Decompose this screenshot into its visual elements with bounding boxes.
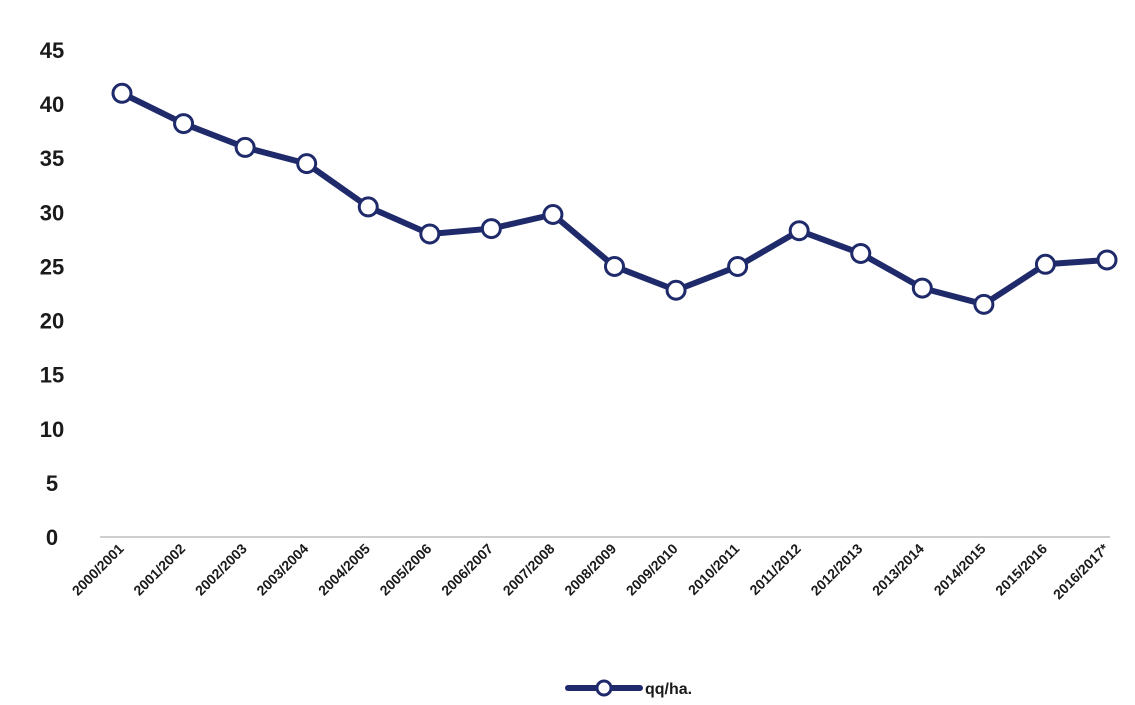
x-tick-label: 2009/2010 bbox=[623, 540, 681, 598]
y-tick-label: 30 bbox=[40, 200, 64, 225]
x-tick-label: 2005/2006 bbox=[376, 540, 434, 598]
x-tick-label: 2013/2014 bbox=[869, 540, 927, 598]
x-tick-label: 2003/2004 bbox=[253, 540, 311, 598]
data-point bbox=[727, 255, 749, 277]
x-tick-label: 2006/2007 bbox=[438, 540, 496, 598]
x-tick-label: 2014/2015 bbox=[930, 540, 988, 598]
data-point bbox=[234, 136, 256, 158]
x-tick-label: 2002/2003 bbox=[192, 540, 250, 598]
x-tick-label: 2015/2016 bbox=[992, 540, 1050, 598]
x-tick-label: 2004/2005 bbox=[315, 540, 373, 598]
y-tick-label: 5 bbox=[46, 471, 58, 496]
x-tick-label: 2007/2008 bbox=[500, 540, 558, 598]
y-tick-label: 40 bbox=[40, 92, 64, 117]
data-point bbox=[419, 223, 441, 245]
series-markers bbox=[111, 82, 1118, 315]
x-tick-label: 2010/2011 bbox=[685, 540, 743, 598]
x-tick-label: 2008/2009 bbox=[561, 540, 619, 598]
legend-label: qq/ha. bbox=[645, 681, 692, 698]
data-point bbox=[542, 203, 564, 225]
data-point bbox=[173, 113, 195, 135]
data-point bbox=[665, 279, 687, 301]
data-point bbox=[357, 196, 379, 218]
data-point bbox=[850, 242, 872, 264]
legend-marker-sample bbox=[595, 679, 613, 697]
data-point bbox=[480, 218, 502, 240]
x-tick-label: 2000/2001 bbox=[69, 540, 127, 598]
y-tick-label: 45 bbox=[40, 38, 64, 63]
x-axis-ticks: 2000/2001 2001/2002 2002/2003 2003/2004 2004… bbox=[69, 540, 1112, 602]
data-point bbox=[1096, 249, 1118, 271]
y-tick-label: 25 bbox=[40, 254, 64, 279]
x-tick-label: 2016/2017* bbox=[1050, 540, 1112, 602]
data-point bbox=[911, 277, 933, 299]
data-point bbox=[788, 220, 810, 242]
data-point bbox=[296, 153, 318, 175]
data-point bbox=[1034, 253, 1056, 275]
data-point bbox=[604, 255, 625, 277]
data-point bbox=[973, 293, 995, 315]
x-tick-label: 2011/2012 bbox=[746, 540, 804, 598]
data-point bbox=[111, 82, 133, 104]
y-tick-label: 20 bbox=[40, 309, 64, 334]
y-tick-label: 0 bbox=[46, 525, 58, 550]
legend: qq/ha. bbox=[565, 679, 692, 698]
x-tick-label: 2012/2013 bbox=[807, 540, 865, 598]
y-tick-label: 15 bbox=[40, 363, 64, 388]
x-tick-label: 2001/2002 bbox=[130, 540, 188, 598]
y-tick-label: 35 bbox=[40, 146, 64, 171]
y-axis-ticks: 0 5 10 15 20 25 30 35 40 45 bbox=[40, 38, 64, 550]
y-tick-label: 10 bbox=[40, 417, 64, 442]
